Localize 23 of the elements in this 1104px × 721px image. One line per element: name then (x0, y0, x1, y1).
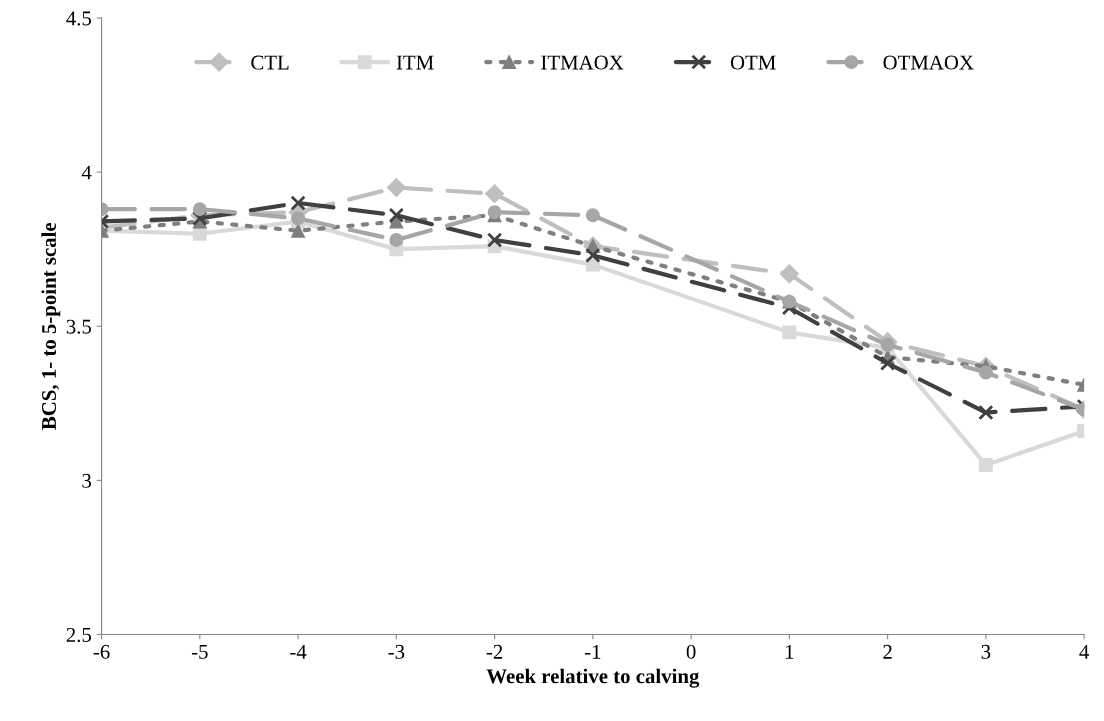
x-axis-title: Week relative to calving (486, 668, 700, 688)
y-tick-label: 3.5 (66, 319, 92, 334)
y-tick-label: 3 (82, 473, 92, 488)
x-tick-label: 0 (686, 644, 696, 659)
x-tick-label: 3 (981, 644, 991, 659)
x-tick-label: -4 (290, 644, 307, 659)
legend-label: ITM (396, 55, 434, 70)
y-axis-title: BCS, 1- to 5-point scale (41, 222, 61, 430)
legend-label: OTMAOX (883, 55, 974, 70)
legend-label: ITMAOX (541, 55, 624, 70)
x-tick-label: -1 (584, 644, 601, 659)
x-tick-label: -3 (388, 644, 405, 659)
x-tick-label: -6 (93, 644, 110, 659)
x-tick-label: 1 (785, 644, 794, 659)
y-tick-label: 4.5 (66, 11, 92, 26)
x-tick-label: -2 (486, 644, 503, 659)
x-tick-label: 4 (1079, 644, 1090, 659)
legend-label: CTL (251, 55, 289, 70)
y-tick-label: 4 (81, 165, 92, 180)
x-tick-label: -5 (191, 645, 208, 659)
legend-label: OTM (730, 55, 776, 70)
x-tick-label: 2 (883, 644, 892, 659)
y-tick-label: 2.5 (66, 627, 92, 642)
